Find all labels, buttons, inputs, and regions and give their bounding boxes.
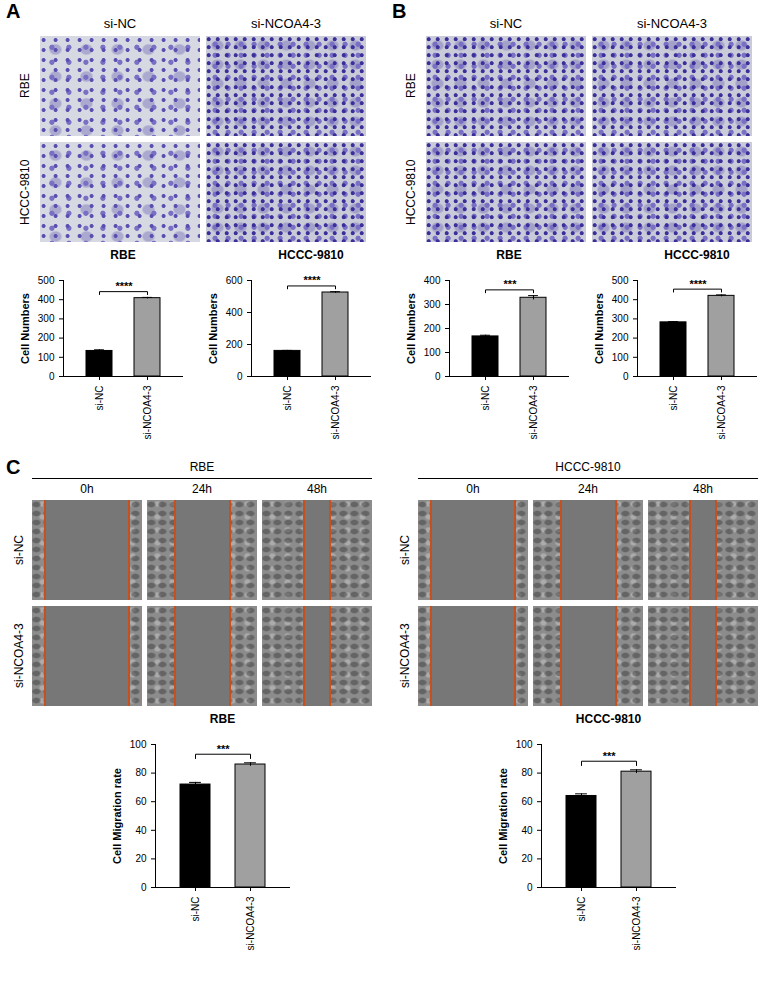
- svg-text:0: 0: [623, 371, 629, 382]
- svg-text:300: 300: [38, 313, 55, 324]
- html-text:48h: 48h: [693, 482, 713, 496]
- svg-text:100: 100: [424, 347, 441, 358]
- svg-text:500: 500: [612, 275, 629, 286]
- svg-text:400: 400: [226, 307, 243, 318]
- svg-text:100: 100: [130, 739, 147, 750]
- svg-text:si-NC: si-NC: [576, 897, 587, 922]
- svg-text:si-NC: si-NC: [190, 897, 201, 922]
- svg-text:si-NCOA4-3: si-NCOA4-3: [330, 385, 341, 439]
- html-text:24h: 24h: [192, 482, 212, 496]
- svg-text:40: 40: [521, 825, 533, 836]
- svg-text:80: 80: [135, 767, 147, 778]
- html-text:HCCC-9810: HCCC-9810: [575, 712, 642, 726]
- html-text:HCCC-9810: HCCC-9810: [278, 248, 344, 262]
- svg-text:0: 0: [435, 371, 441, 382]
- html-text:0h: 0h: [466, 482, 480, 496]
- svg-text:****: ****: [115, 280, 133, 292]
- html-text:HCCC-9810: HCCC-9810: [18, 159, 32, 225]
- svg-text:600: 600: [226, 275, 243, 286]
- svg-text:200: 200: [424, 323, 441, 334]
- svg-text:Cell Numbers: Cell Numbers: [405, 293, 417, 364]
- svg-text:60: 60: [135, 796, 147, 807]
- svg-text:***: ***: [504, 278, 518, 290]
- svg-text:200: 200: [612, 332, 629, 343]
- html-text:RBE: RBE: [110, 248, 136, 262]
- svg-text:si-NCOA4-3: si-NCOA4-3: [245, 896, 256, 950]
- svg-text:****: ****: [303, 274, 321, 286]
- html-text:si-NCOA4-3: si-NCOA4-3: [12, 623, 26, 689]
- svg-text:200: 200: [38, 332, 55, 343]
- svg-text:0: 0: [237, 371, 243, 382]
- svg-text:100: 100: [38, 352, 55, 363]
- svg-text:400: 400: [38, 294, 55, 305]
- svg-text:500: 500: [38, 275, 55, 286]
- svg-text:0: 0: [141, 882, 147, 893]
- html-text:A: A: [6, 0, 21, 22]
- svg-text:Cell Numbers: Cell Numbers: [207, 293, 219, 364]
- svg-text:300: 300: [424, 299, 441, 310]
- svg-text:20: 20: [521, 853, 533, 864]
- svg-text:60: 60: [521, 796, 533, 807]
- html-text:B: B: [392, 0, 407, 22]
- html-text:HCCC-9810: HCCC-9810: [664, 248, 730, 262]
- html-text:24h: 24h: [578, 482, 598, 496]
- html-text:si-NCOA4-3: si-NCOA4-3: [637, 16, 707, 31]
- svg-text:20: 20: [135, 853, 147, 864]
- html-text:si-NC: si-NC: [103, 16, 137, 31]
- html-text:RBE: RBE: [209, 712, 236, 726]
- svg-text:Cell Numbers: Cell Numbers: [593, 293, 605, 364]
- svg-text:40: 40: [135, 825, 147, 836]
- svg-text:Cell Migration rate: Cell Migration rate: [497, 768, 509, 864]
- html-text:HCCC-9810: HCCC-9810: [555, 460, 621, 474]
- svg-text:80: 80: [521, 767, 533, 778]
- svg-text:si-NCOA4-3: si-NCOA4-3: [716, 385, 727, 439]
- svg-text:Cell Numbers: Cell Numbers: [19, 293, 31, 364]
- svg-text:0: 0: [49, 371, 55, 382]
- html-text:RBE: RBE: [189, 460, 215, 474]
- html-text:48h: 48h: [307, 482, 327, 496]
- svg-text:Cell Migration rate: Cell Migration rate: [111, 768, 123, 864]
- svg-text:400: 400: [424, 275, 441, 286]
- html-text:si-NC: si-NC: [12, 535, 26, 565]
- svg-text:100: 100: [612, 352, 629, 363]
- svg-text:si-NC: si-NC: [668, 386, 679, 411]
- html-text:si-NCOA4-3: si-NCOA4-3: [398, 623, 412, 689]
- svg-text:si-NC: si-NC: [282, 386, 293, 411]
- svg-text:si-NC: si-NC: [94, 386, 105, 411]
- html-text:si-NCOA4-3: si-NCOA4-3: [251, 16, 321, 31]
- svg-text:si-NCOA4-3: si-NCOA4-3: [142, 385, 153, 439]
- svg-text:***: ***: [603, 750, 617, 762]
- html-text:HCCC-9810: HCCC-9810: [404, 159, 418, 225]
- html-text:0h: 0h: [80, 482, 94, 496]
- svg-text:si-NCOA4-3: si-NCOA4-3: [528, 385, 539, 439]
- svg-text:0: 0: [527, 882, 533, 893]
- html-text:RBE: RBE: [404, 73, 418, 99]
- svg-text:300: 300: [612, 313, 629, 324]
- svg-text:400: 400: [612, 294, 629, 305]
- html-text:RBE: RBE: [496, 248, 522, 262]
- svg-text:200: 200: [226, 339, 243, 350]
- svg-text:***: ***: [217, 743, 231, 755]
- svg-text:si-NCOA4-3: si-NCOA4-3: [631, 896, 642, 950]
- html-text:RBE: RBE: [18, 73, 32, 99]
- html-text:si-NC: si-NC: [398, 535, 412, 565]
- html-text:si-NC: si-NC: [489, 16, 523, 31]
- html-text:C: C: [6, 456, 21, 478]
- svg-text:si-NC: si-NC: [480, 386, 491, 411]
- svg-text:100: 100: [516, 739, 533, 750]
- svg-text:****: ****: [689, 278, 707, 290]
